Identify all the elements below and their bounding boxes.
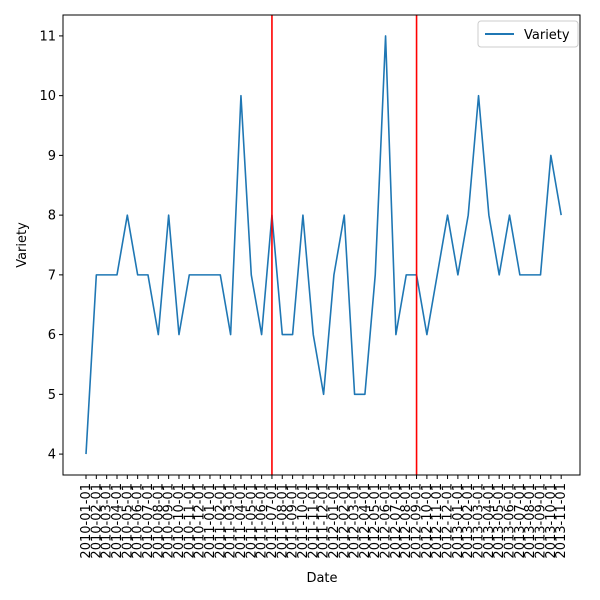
x-tick-label: 2012-05-01 — [368, 483, 383, 559]
x-tick-label: 2011-05-01 — [244, 483, 259, 559]
x-tick-label: 2013-07-01 — [513, 483, 528, 559]
x-tick-label: 2012-01-01 — [327, 483, 342, 559]
x-tick-label: 2013-03-01 — [472, 483, 487, 559]
axes-frame — [62, 14, 581, 476]
x-tick-label: 2011-04-01 — [234, 483, 249, 559]
x-tick-label: 2012-09-01 — [410, 483, 425, 559]
y-tick-label: 5 — [48, 388, 56, 403]
x-tick-label: 2011-07-01 — [265, 483, 280, 559]
x-tick-label: 2012-08-01 — [399, 483, 414, 559]
x-tick-label: 2013-08-01 — [523, 483, 538, 559]
x-tick-label: 2012-12-01 — [441, 483, 456, 559]
x-tick-label: 2013-04-01 — [482, 483, 497, 559]
x-tick-label: 2010-11-01 — [182, 483, 197, 559]
x-tick-label: 2011-11-01 — [306, 483, 321, 559]
x-tick-label: 2010-02-01 — [89, 483, 104, 559]
y-axis: 4 5 6 7 8 9 10 11 — [39, 29, 63, 463]
x-tick-label: 2013-01-01 — [451, 483, 466, 559]
x-axis-label: Date — [306, 571, 337, 586]
y-tick-label: 8 — [48, 209, 56, 224]
y-tick-label: 6 — [48, 328, 56, 343]
x-tick-label: 2010-07-01 — [141, 483, 156, 559]
x-axis: 2010-01-012010-02-012010-03-012010-04-01… — [79, 475, 569, 559]
x-tick-label: 2010-12-01 — [193, 483, 208, 559]
legend-box — [477, 20, 579, 48]
legend-label: Variety — [524, 28, 570, 43]
x-tick-label: 2011-02-01 — [213, 483, 228, 559]
x-tick-label: 2012-07-01 — [389, 483, 404, 559]
x-tick-label: 2010-06-01 — [131, 483, 146, 559]
x-tick-label: 2012-06-01 — [379, 483, 394, 559]
series-line-variety — [85, 35, 562, 455]
x-tick-label: 2010-05-01 — [120, 483, 135, 559]
legend: Variety — [477, 20, 579, 48]
x-tick-label: 2011-06-01 — [255, 483, 270, 559]
x-tick-label: 2013-09-01 — [534, 483, 549, 559]
x-tick-label: 2011-08-01 — [275, 483, 290, 559]
x-tick-label: 2013-05-01 — [492, 483, 507, 559]
x-tick-label: 2011-03-01 — [224, 483, 239, 559]
x-tick-label: 2013-11-01 — [554, 483, 569, 559]
y-tick-label: 4 — [48, 448, 56, 463]
x-tick-label: 2011-12-01 — [317, 483, 332, 559]
x-tick-label: 2012-11-01 — [430, 483, 445, 559]
x-tick-label: 2011-09-01 — [286, 483, 301, 559]
plot-area — [85, 15, 562, 475]
x-tick-label: 2010-03-01 — [100, 483, 115, 559]
y-tick-label: 7 — [48, 268, 56, 283]
y-tick-label: 11 — [39, 29, 56, 44]
x-tick-label: 2012-10-01 — [420, 483, 435, 559]
y-tick-label: 9 — [48, 149, 56, 164]
x-tick-label: 2011-10-01 — [296, 483, 311, 559]
x-tick-label: 2010-04-01 — [110, 483, 125, 559]
x-tick-label: 2012-04-01 — [358, 483, 373, 559]
x-tick-label: 2013-06-01 — [503, 483, 518, 559]
x-tick-label: 2010-08-01 — [151, 483, 166, 559]
y-axis-label: Variety — [15, 222, 30, 268]
y-tick-label: 10 — [39, 89, 56, 104]
x-tick-label: 2013-10-01 — [544, 483, 559, 559]
x-tick-label: 2012-02-01 — [337, 483, 352, 559]
x-tick-label: 2012-03-01 — [348, 483, 363, 559]
x-tick-label: 2010-10-01 — [172, 483, 187, 559]
x-tick-label: 2010-09-01 — [162, 483, 177, 559]
x-tick-label: 2011-01-01 — [203, 483, 218, 559]
x-tick-label: 2010-01-01 — [79, 483, 94, 559]
x-tick-label: 2013-02-01 — [461, 483, 476, 559]
